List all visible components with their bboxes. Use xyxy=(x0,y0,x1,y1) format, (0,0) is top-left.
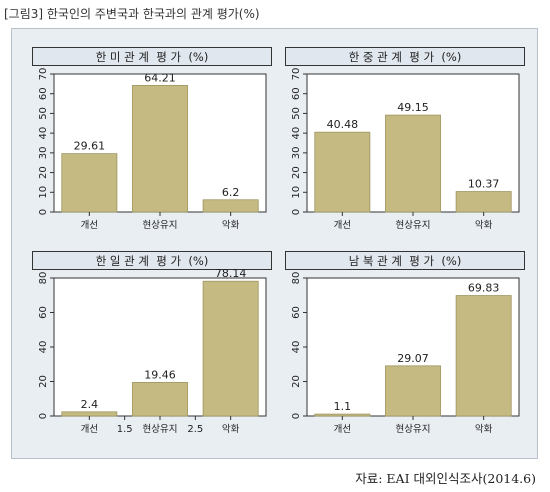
chart-svg-china: 한 중 관 계 평 가 (%) 0 10 20 30 40 50 60 70 40.48 개선 49.… xyxy=(285,47,525,231)
panel-title: 남 북 관 계 평 가 (%) xyxy=(349,254,462,268)
bar-value-label: 2.4 xyxy=(81,398,99,411)
x-category-label: 개선 xyxy=(334,424,351,435)
y-tick-label: 40 xyxy=(291,127,302,140)
x-tick-label: 2.5 xyxy=(187,424,203,435)
y-tick-label: 30 xyxy=(291,146,302,159)
panel-china: 한 중 관 계 평 가 (%) 0 10 20 30 40 50 60 70 40.48 개선 49.… xyxy=(285,47,525,237)
chart-svg-north-korea: 남 북 관 계 평 가 (%) 0 20 40 60 80 1.1 개선 29.07 현상유지 69… xyxy=(285,251,525,435)
figure-title: [그림3] 한국인의 주변국과 한국과의 관계 평가(%) xyxy=(4,7,260,21)
bar-1 xyxy=(385,114,441,213)
bar-1 xyxy=(132,85,188,213)
y-tick-label: 10 xyxy=(291,186,302,199)
panel-header xyxy=(285,251,525,270)
bar-value-label: 29.07 xyxy=(397,352,429,365)
y-tick-label: 50 xyxy=(38,107,49,120)
panel-header xyxy=(285,47,525,66)
bar-0 xyxy=(314,413,371,417)
bar-value-label: 64.21 xyxy=(144,71,176,84)
bar-2 xyxy=(202,199,259,213)
y-tick-label: 40 xyxy=(38,127,49,140)
bar-value-label: 1.1 xyxy=(334,400,352,413)
y-tick-label: 20 xyxy=(38,166,49,179)
bar-value-label: 69.83 xyxy=(468,282,500,295)
y-tick-label: 70 xyxy=(291,68,302,81)
bar-0 xyxy=(61,153,118,213)
bar-0 xyxy=(61,411,118,417)
chart-grid-background: 한 미 관 계 평 가 (%) 0 10 20 30 40 50 60 70 29.61 개선 64.… xyxy=(11,28,538,459)
y-tick-label: 20 xyxy=(38,375,49,388)
bar-value-label: 6.2 xyxy=(222,186,240,199)
bar-value-label: 40.48 xyxy=(327,118,359,131)
x-category-label: 현상유지 xyxy=(396,220,431,231)
y-tick-label: 80 xyxy=(38,272,49,285)
x-category-label: 현상유지 xyxy=(143,220,178,231)
y-tick-label: 70 xyxy=(38,68,49,81)
bar-1 xyxy=(132,382,188,417)
bar-value-label: 78.14 xyxy=(215,267,247,280)
panel-header xyxy=(32,47,272,66)
y-tick-label: 10 xyxy=(38,186,49,199)
y-tick-label: 60 xyxy=(291,306,302,319)
x-category-label: 현상유지 xyxy=(143,424,178,435)
panel-title: 한 중 관 계 평 가 (%) xyxy=(349,50,462,64)
bar-2 xyxy=(455,295,512,417)
x-category-label: 악화 xyxy=(222,423,240,435)
y-tick-label: 40 xyxy=(38,341,49,354)
x-category-label: 개선 xyxy=(81,220,98,231)
y-tick-label: 0 xyxy=(38,209,49,215)
y-tick-label: 40 xyxy=(291,341,302,354)
bar-2 xyxy=(455,191,512,213)
bar-1 xyxy=(385,365,441,417)
y-tick-label: 20 xyxy=(291,375,302,388)
source-note: 자료: EAI 대외인식조사(2014.6) xyxy=(355,471,536,486)
panel-japan: 한 일 관 계 평 가 (%) 0 20 40 60 80 2.4 개선 19.46 현상유지 78… xyxy=(32,251,272,441)
y-tick-label: 20 xyxy=(291,166,302,179)
chart-svg-us: 한 미 관 계 평 가 (%) 0 10 20 30 40 50 60 70 29.61 개선 64.… xyxy=(32,47,272,231)
x-category-label: 악화 xyxy=(222,219,240,231)
y-tick-label: 60 xyxy=(291,87,302,100)
panel-title: 한 일 관 계 평 가 (%) xyxy=(96,254,209,268)
x-category-label: 현상유지 xyxy=(396,424,431,435)
panel-us: 한 미 관 계 평 가 (%) 0 10 20 30 40 50 60 70 29.61 개선 64.… xyxy=(32,47,272,237)
y-tick-label: 0 xyxy=(291,413,302,419)
panel-header xyxy=(32,251,272,270)
y-tick-label: 80 xyxy=(291,272,302,285)
y-tick-label: 60 xyxy=(38,87,49,100)
chart-svg-japan: 한 일 관 계 평 가 (%) 0 20 40 60 80 2.4 개선 19.46 현상유지 78… xyxy=(32,251,272,435)
y-tick-label: 30 xyxy=(38,146,49,159)
bar-0 xyxy=(314,131,371,213)
bar-value-label: 29.61 xyxy=(74,140,106,153)
x-category-label: 개선 xyxy=(334,220,351,231)
x-category-label: 악화 xyxy=(475,219,493,231)
x-category-label: 개선 xyxy=(81,424,98,435)
panel-title: 한 미 관 계 평 가 (%) xyxy=(96,50,209,64)
panel-north-korea: 남 북 관 계 평 가 (%) 0 20 40 60 80 1.1 개선 29.07 현상유지 69… xyxy=(285,251,525,441)
y-tick-label: 50 xyxy=(291,107,302,120)
bar-value-label: 19.46 xyxy=(144,368,176,381)
bar-value-label: 49.15 xyxy=(397,101,429,114)
bar-2 xyxy=(202,280,259,417)
bar-value-label: 10.37 xyxy=(468,178,500,191)
x-tick-label: 1.5 xyxy=(117,424,133,435)
y-tick-label: 0 xyxy=(291,209,302,215)
y-tick-label: 0 xyxy=(38,413,49,419)
x-category-label: 악화 xyxy=(475,423,493,435)
y-tick-label: 60 xyxy=(38,306,49,319)
